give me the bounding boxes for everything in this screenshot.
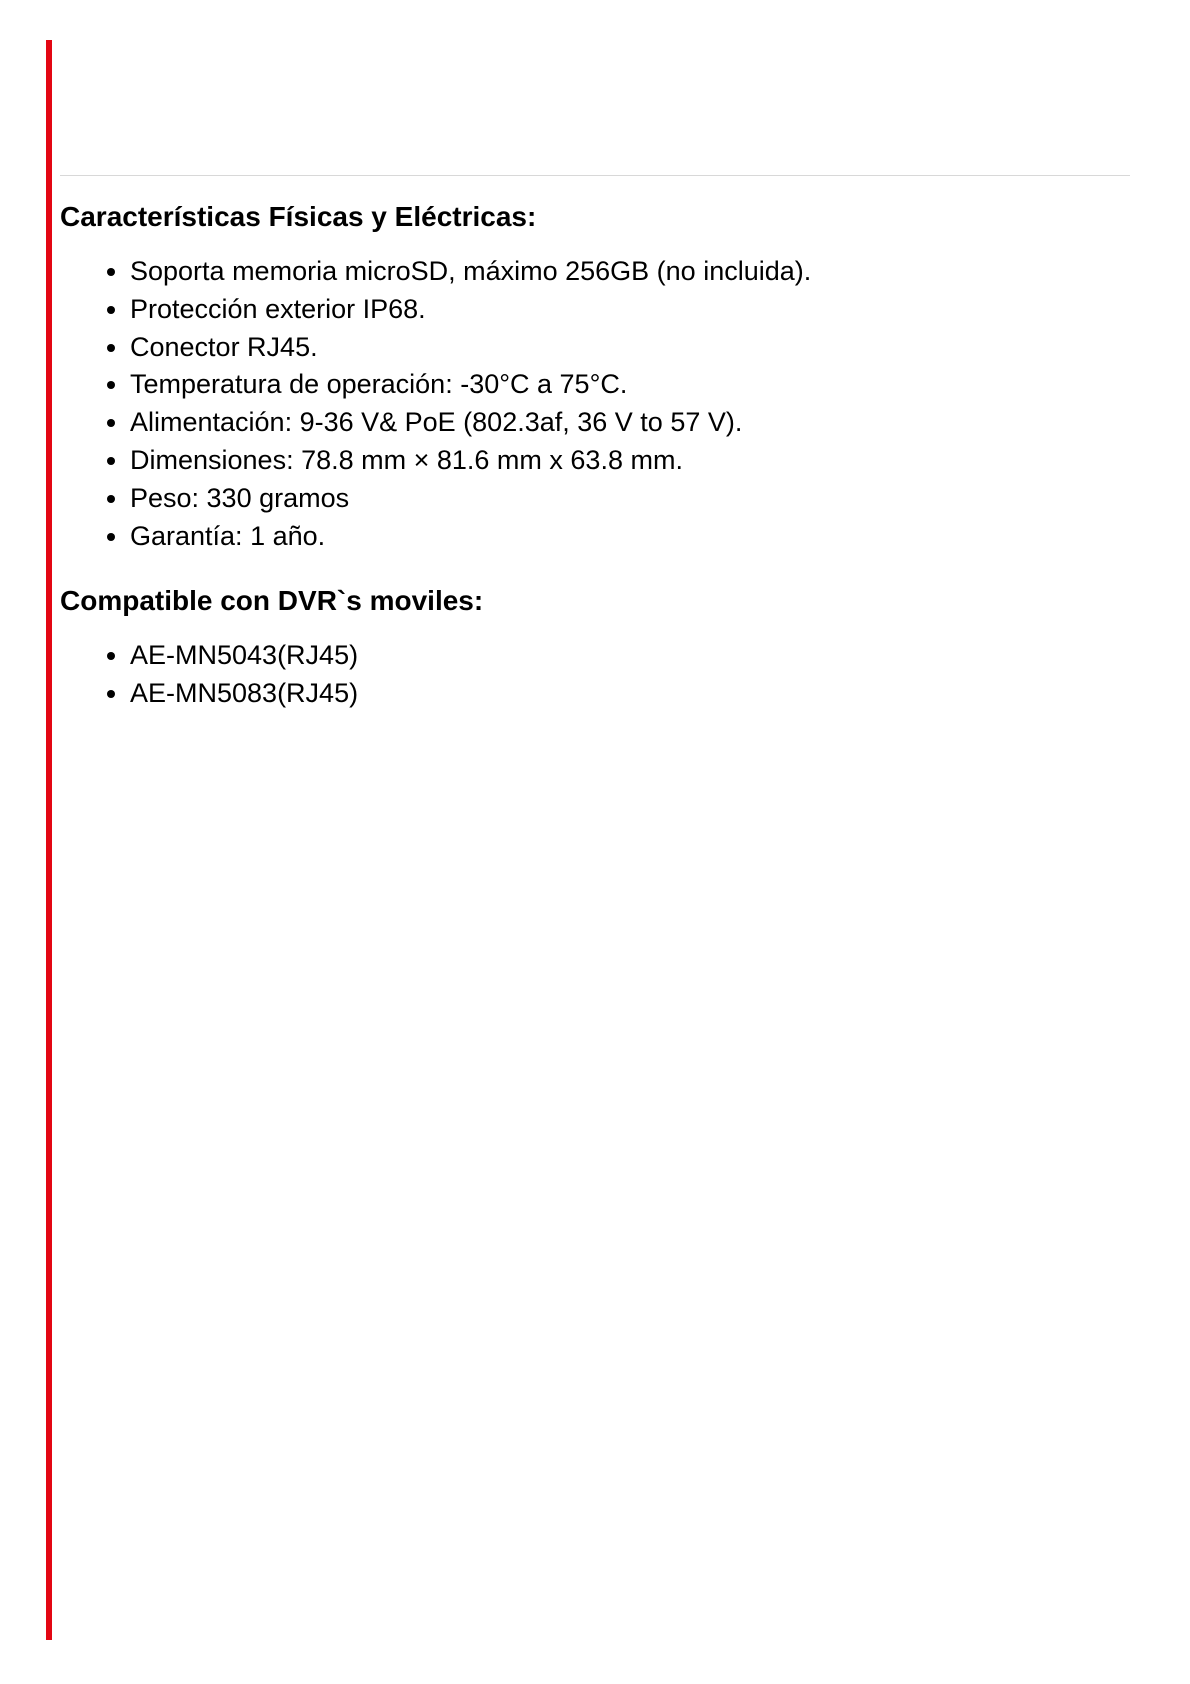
list-item: Dimensiones: 78.8 mm × 81.6 mm x 63.8 mm… bbox=[130, 442, 1130, 480]
section1-heading: Características Físicas y Eléctricas: bbox=[60, 201, 1130, 233]
list-item: AE-MN5043(RJ45) bbox=[130, 637, 1130, 675]
list-item: Garantía: 1 año. bbox=[130, 518, 1130, 556]
divider-line bbox=[60, 175, 1130, 176]
list-item: Peso: 330 gramos bbox=[130, 480, 1130, 518]
list-item: Temperatura de operación: -30°C a 75°C. bbox=[130, 366, 1130, 404]
list-item: Alimentación: 9-36 V& PoE (802.3af, 36 V… bbox=[130, 404, 1130, 442]
page-container: Características Físicas y Eléctricas: So… bbox=[0, 0, 1190, 1684]
section2-heading: Compatible con DVR`s moviles: bbox=[60, 585, 1130, 617]
section1-list: Soporta memoria microSD, máximo 256GB (n… bbox=[60, 253, 1130, 555]
list-item: AE-MN5083(RJ45) bbox=[130, 675, 1130, 713]
accent-bar bbox=[46, 40, 52, 1640]
content-area: Características Físicas y Eléctricas: So… bbox=[60, 201, 1130, 713]
list-item: Soporta memoria microSD, máximo 256GB (n… bbox=[130, 253, 1130, 291]
list-item: Conector RJ45. bbox=[130, 329, 1130, 367]
section2-list: AE-MN5043(RJ45) AE-MN5083(RJ45) bbox=[60, 637, 1130, 713]
list-item: Protección exterior IP68. bbox=[130, 291, 1130, 329]
